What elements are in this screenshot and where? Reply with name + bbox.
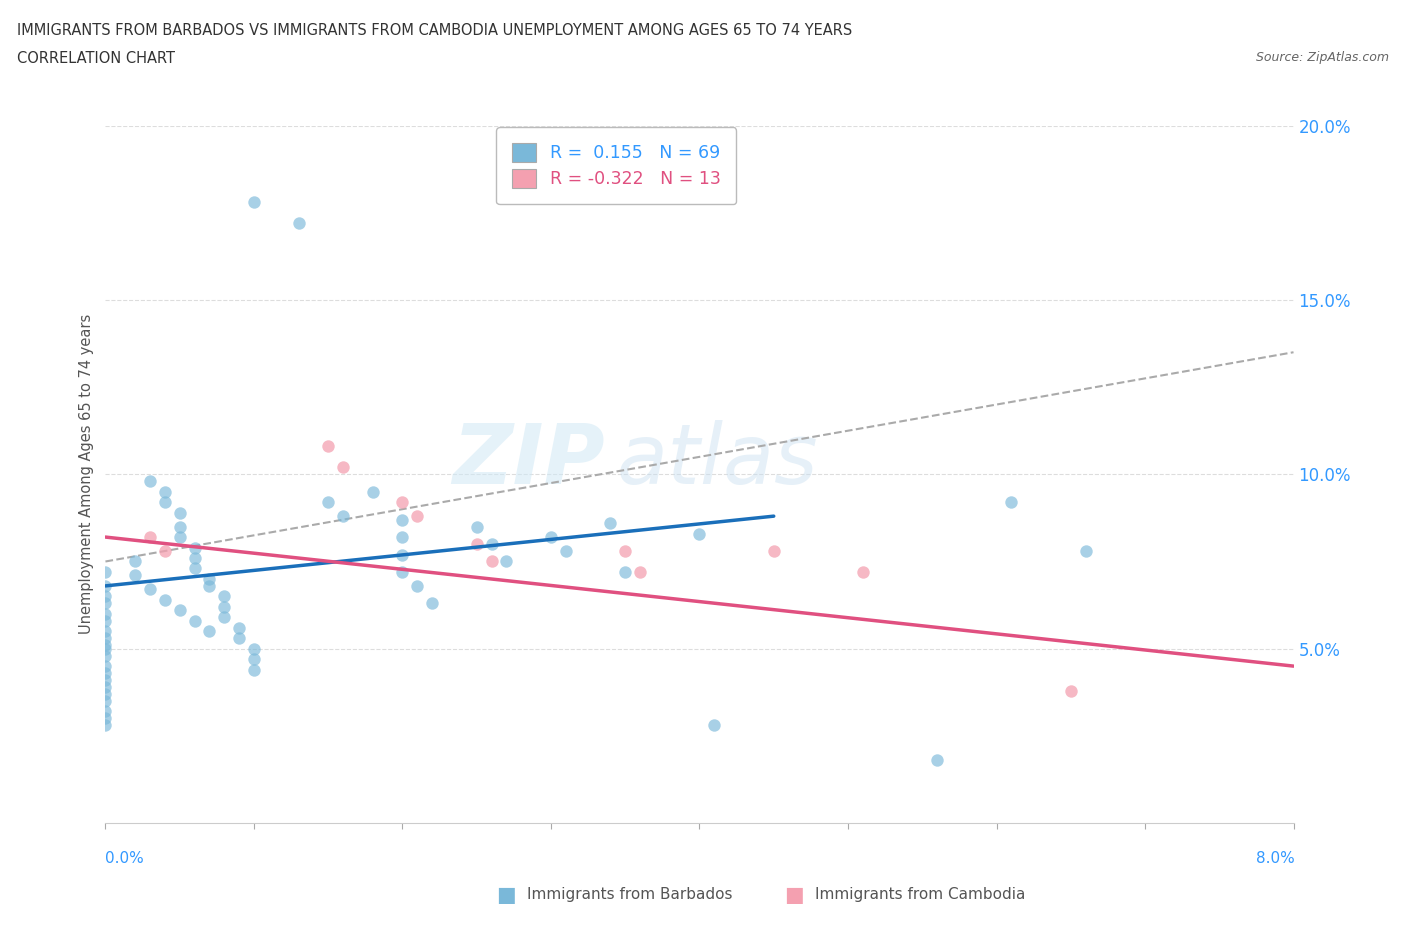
Point [391,530,413,545]
Point [153,485,176,499]
Point [94,704,117,719]
Point [169,505,191,520]
Point [628,565,651,579]
Point [316,495,339,510]
Point [153,544,176,559]
Point [214,589,236,604]
Point [183,614,205,629]
Point [183,551,205,565]
Point [703,718,725,733]
Point [316,439,339,454]
Point [391,495,413,510]
Point [481,554,503,569]
Point [94,624,117,639]
Point [124,554,146,569]
Point [139,582,162,597]
Y-axis label: Unemployment Among Ages 65 to 74 years: Unemployment Among Ages 65 to 74 years [79,314,94,634]
Point [391,547,413,562]
Point [94,658,117,673]
Point [495,554,517,569]
Point [94,686,117,701]
Point [391,512,413,527]
Point [94,666,117,681]
Point [214,610,236,625]
Point [94,642,117,657]
Point [287,216,309,231]
Point [243,642,266,657]
Point [361,485,384,499]
Text: 0.0%: 0.0% [105,851,145,866]
Point [228,631,250,645]
Point [94,596,117,611]
Point [198,572,221,587]
Point [332,460,354,475]
Point [243,195,266,210]
Point [198,624,221,639]
Point [153,592,176,607]
Point [94,711,117,726]
Point [169,530,191,545]
Point [1074,544,1097,559]
Point [481,537,503,551]
Text: atlas: atlas [616,419,818,501]
Point [183,561,205,576]
Point [465,519,488,534]
Point [689,526,711,541]
Point [169,603,191,618]
Point [406,509,429,524]
Text: CORRELATION CHART: CORRELATION CHART [17,51,174,66]
Point [243,652,266,667]
Point [332,509,354,524]
Point [94,606,117,621]
Text: IMMIGRANTS FROM BARBADOS VS IMMIGRANTS FROM CAMBODIA UNEMPLOYMENT AMONG AGES 65 : IMMIGRANTS FROM BARBADOS VS IMMIGRANTS F… [17,23,852,38]
Point [406,578,429,593]
Point [94,680,117,695]
Text: ■: ■ [496,884,516,905]
Text: 8.0%: 8.0% [1256,851,1295,866]
Point [540,530,562,545]
Text: ZIP: ZIP [451,419,605,501]
Point [94,718,117,733]
Point [1000,495,1022,510]
Point [391,565,413,579]
Point [94,578,117,593]
Point [852,565,875,579]
Point [554,544,576,559]
Point [94,672,117,687]
Point [139,530,162,545]
Point [153,495,176,510]
Point [228,620,250,635]
Point [94,648,117,663]
Text: Immigrants from Cambodia: Immigrants from Cambodia [815,887,1026,902]
Point [124,568,146,583]
Text: ■: ■ [785,884,804,905]
Point [925,753,948,768]
Point [139,474,162,489]
Point [614,544,637,559]
Point [599,516,621,531]
Point [94,589,117,604]
Point [94,631,117,645]
Point [94,638,117,653]
Point [94,614,117,629]
Point [183,540,205,555]
Point [198,578,221,593]
Point [94,694,117,709]
Point [243,662,266,677]
Point [465,537,488,551]
Point [94,565,117,579]
Legend: R =  0.155   N = 69, R = -0.322   N = 13: R = 0.155 N = 69, R = -0.322 N = 13 [496,127,737,204]
Point [420,596,443,611]
Point [762,544,785,559]
Text: Source: ZipAtlas.com: Source: ZipAtlas.com [1256,51,1389,64]
Point [1060,684,1083,698]
Point [614,565,637,579]
Point [214,600,236,615]
Point [169,519,191,534]
Text: Immigrants from Barbados: Immigrants from Barbados [527,887,733,902]
